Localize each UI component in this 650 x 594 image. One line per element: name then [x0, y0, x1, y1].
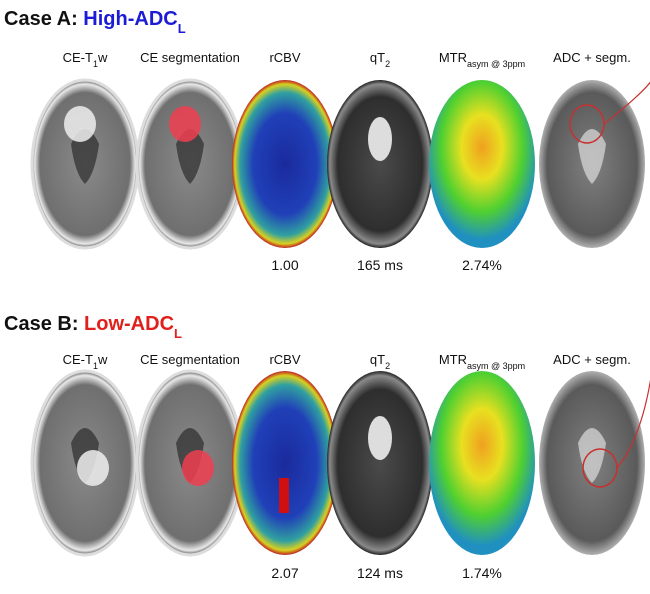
label-sub: asym @ 3ppm [467, 361, 525, 371]
title-highlight: High-ADC [83, 8, 177, 30]
label-main: qT [370, 50, 385, 65]
title-highlight: Low-ADC [84, 313, 174, 335]
column-label: rCBV [269, 50, 300, 65]
column-label: CE segmentation [140, 352, 240, 367]
ventricles [71, 129, 99, 184]
column-label: qT2 [370, 50, 390, 69]
label-sub: 2 [385, 59, 390, 69]
label-main: CE-T [63, 352, 93, 367]
panel-title: Case B: Low-ADCL [4, 313, 182, 341]
label-tail: w [97, 352, 108, 367]
brain-image [429, 371, 535, 555]
measurement: 1.00 [271, 257, 298, 273]
ventricles [176, 129, 204, 184]
label-main: ADC + segm. [553, 352, 631, 367]
label-sub: 1 [93, 59, 98, 69]
measurement: 124 ms [357, 565, 403, 581]
column-label: CE-T1w [63, 50, 108, 69]
label-main: CE segmentation [140, 352, 240, 367]
column-label: CE segmentation [140, 50, 240, 65]
column-label: CE-T1w [63, 352, 108, 371]
segmentation [182, 450, 214, 486]
brain-image [429, 80, 535, 248]
hot-spot [279, 478, 289, 513]
brain-image [327, 80, 433, 248]
column-label: qT2 [370, 352, 390, 371]
panel: Case B: Low-ADCL CE-T1w CE segmentation rCB… [4, 313, 650, 581]
brain-image [232, 371, 338, 555]
title-prefix: Case B: [4, 313, 84, 335]
label-sub: asym @ 3ppm [467, 59, 525, 69]
title-prefix: Case A: [4, 8, 83, 30]
label-main: CE segmentation [140, 50, 240, 65]
lesion [64, 106, 96, 142]
measurement: 165 ms [357, 257, 403, 273]
label-sub: 1 [93, 361, 98, 371]
brain-image [327, 371, 433, 555]
csf [368, 416, 392, 460]
label-sub: 2 [385, 361, 390, 371]
measurement: 1.74% [462, 565, 502, 581]
segmentation [169, 106, 201, 142]
column-label: MTRasym @ 3ppm [439, 352, 525, 371]
panel: Case A: High-ADCL CE-T1w CE segmentation rC… [4, 8, 650, 273]
lesion [77, 450, 109, 486]
label-main: ADC + segm. [553, 50, 631, 65]
label-main: rCBV [269, 352, 300, 367]
title-sub: L [174, 326, 182, 341]
label-main: rCBV [269, 50, 300, 65]
measurement: 2.07 [271, 565, 298, 581]
title-sub: L [178, 21, 186, 36]
column-label: rCBV [269, 352, 300, 367]
panel-title: Case A: High-ADCL [4, 8, 186, 36]
label-main: MTR [439, 50, 467, 65]
csf [368, 117, 392, 161]
label-main: CE-T [63, 50, 93, 65]
column-label: ADC + segm. [553, 352, 631, 367]
column-label: ADC + segm. [553, 50, 631, 65]
measurement: 2.74% [462, 257, 502, 273]
label-tail: w [97, 50, 108, 65]
brain-image [232, 80, 338, 248]
column-label: MTRasym @ 3ppm [439, 50, 525, 69]
ventricles [578, 428, 606, 483]
label-main: qT [370, 352, 385, 367]
label-main: MTR [439, 352, 467, 367]
